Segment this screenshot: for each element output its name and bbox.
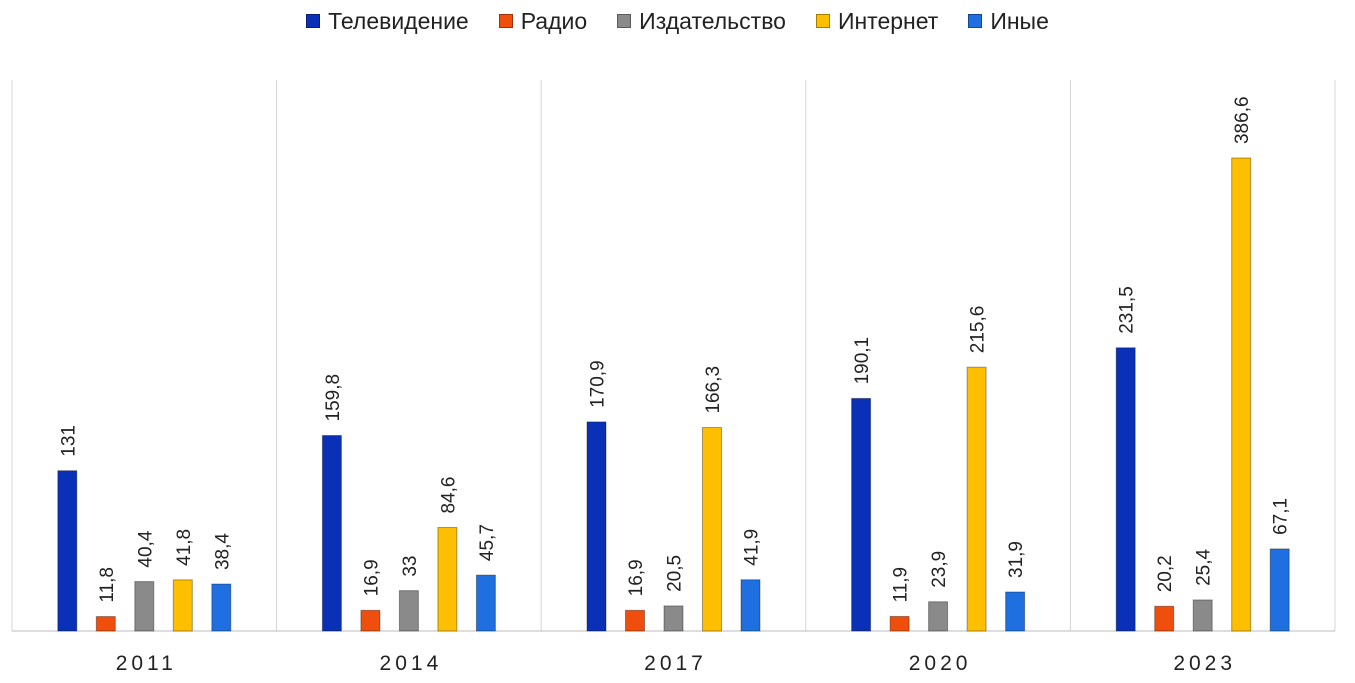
legend-label: Телевидение — [328, 7, 469, 34]
data-label-radio-2014: 16,9 — [361, 559, 382, 596]
bar-other-2017 — [740, 579, 761, 632]
data-label-other-2020: 31,9 — [1006, 541, 1027, 578]
data-label-publishing-2020: 23,9 — [929, 551, 950, 588]
data-label-publishing-2023: 25,4 — [1194, 549, 1215, 586]
data-label-television-2017: 170,9 — [588, 360, 609, 408]
data-label-publishing-2017: 20,5 — [665, 555, 686, 592]
category-label-2020: 2020 — [909, 652, 972, 675]
legend-label: Иные — [990, 7, 1049, 34]
bar-other-2023 — [1269, 548, 1290, 632]
bar-other-2011 — [211, 583, 232, 632]
data-label-internet-2014: 84,6 — [438, 477, 459, 514]
bar-internet-2014 — [437, 526, 458, 632]
bar-publishing-2017 — [663, 605, 684, 632]
bar-television-2020 — [851, 397, 872, 632]
bar-radio-2011 — [95, 616, 116, 632]
data-label-television-2023: 231,5 — [1117, 286, 1138, 334]
category-labels: 2011 2014 2017 2020 2023 — [116, 652, 1236, 675]
bar-other-2020 — [1005, 591, 1026, 632]
bar-other-2014 — [475, 574, 496, 632]
bar-radio-2014 — [360, 609, 381, 632]
data-label-other-2014: 45,7 — [477, 524, 498, 561]
data-label-internet-2023: 386,6 — [1232, 96, 1253, 144]
legend-swatch — [498, 14, 513, 28]
category-label-2014: 2014 — [380, 652, 443, 675]
data-label-internet-2011: 41,8 — [174, 529, 195, 566]
bar-radio-2017 — [625, 609, 645, 632]
legend-item-publishing: Издательство — [617, 8, 786, 35]
bar-television-2014 — [321, 434, 342, 632]
data-label-publishing-2014: 33 — [400, 555, 421, 576]
bar-television-2017 — [586, 421, 607, 632]
legend-item-internet: Интернет — [815, 7, 939, 35]
category-label-2023: 2023 — [1173, 652, 1236, 675]
data-label-other-2011: 38,4 — [212, 533, 233, 570]
value-labels: 131 11,8 40,4 41,8 38,4 159,8 16,9 33 84,6 45,7 17… — [58, 96, 1291, 602]
category-label-2011: 2011 — [116, 652, 177, 675]
data-label-radio-2023: 20,2 — [1155, 555, 1176, 592]
bar-internet-2020 — [966, 366, 987, 632]
category-label-2017: 2017 — [644, 652, 707, 675]
legend-item-television: Телевидение — [306, 8, 469, 35]
data-label-publishing-2011: 40,4 — [135, 530, 156, 567]
data-label-television-2011: 131 — [58, 425, 79, 457]
legend-item-other: Иные — [968, 8, 1049, 35]
data-label-internet-2017: 166,3 — [703, 366, 724, 414]
bar-television-2023 — [1115, 347, 1136, 632]
bars — [57, 157, 1290, 632]
category-separators — [11, 80, 1336, 631]
legend-label: Радио — [520, 7, 588, 34]
legend-swatch — [815, 14, 830, 28]
bar-publishing-2011 — [134, 581, 155, 632]
data-label-radio-2011: 11,8 — [97, 567, 118, 603]
legend-swatch — [617, 14, 632, 28]
bar-radio-2023 — [1154, 605, 1175, 632]
data-label-radio-2017: 16,9 — [626, 559, 647, 596]
legend-item-radio: Радио — [498, 7, 588, 35]
bar-radio-2020 — [889, 615, 910, 632]
bar-internet-2023 — [1231, 157, 1252, 632]
legend-swatch — [306, 14, 321, 28]
data-label-internet-2020: 215,6 — [968, 306, 989, 354]
bar-publishing-2014 — [398, 590, 419, 632]
bar-publishing-2020 — [928, 601, 949, 632]
data-label-television-2014: 159,8 — [323, 374, 344, 422]
legend-swatch — [968, 14, 983, 28]
data-label-other-2023: 67,1 — [1271, 498, 1292, 535]
bar-television-2011 — [57, 470, 78, 632]
data-label-radio-2020: 11,9 — [891, 567, 912, 603]
data-label-other-2017: 41,9 — [742, 529, 763, 566]
legend-label: Интернет — [837, 7, 939, 34]
chart-legend: Телевидение Радио Издательство Интернет Иные — [0, 6, 1355, 36]
bar-internet-2017 — [702, 427, 722, 632]
legend-label: Издательство — [639, 7, 786, 34]
data-label-television-2020: 190,1 — [852, 337, 873, 385]
bar-publishing-2023 — [1192, 599, 1213, 632]
bar-internet-2011 — [172, 579, 193, 632]
